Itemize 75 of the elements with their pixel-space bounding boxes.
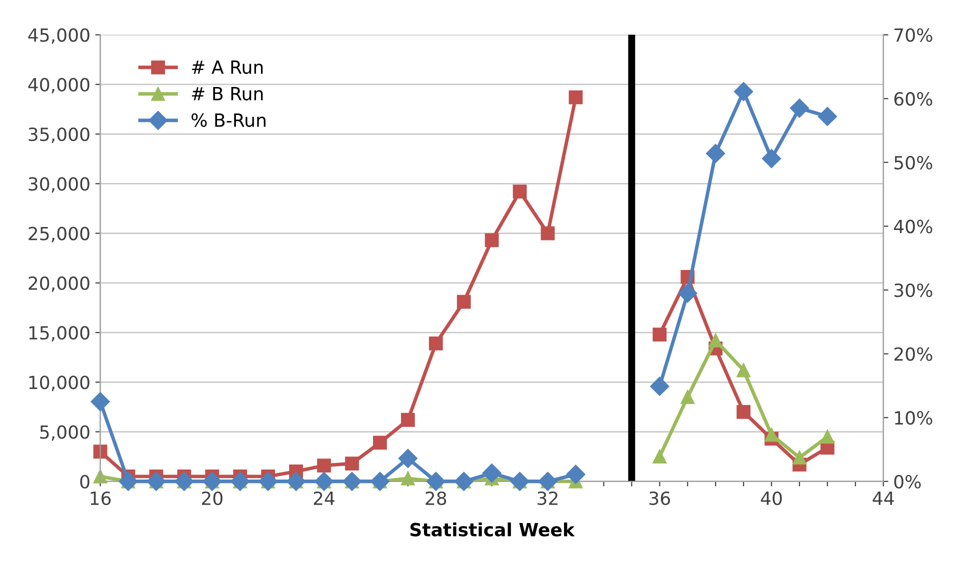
point — [230, 472, 250, 491]
point — [652, 450, 667, 464]
point — [174, 472, 194, 491]
y-tick-label: 25,000 — [28, 226, 90, 242]
point — [568, 90, 583, 104]
point — [792, 450, 806, 465]
point — [90, 392, 110, 412]
point — [400, 412, 415, 427]
point — [314, 472, 334, 491]
point — [454, 472, 474, 491]
point — [818, 106, 837, 126]
y2-tick-label: 60% — [894, 92, 932, 106]
point — [540, 226, 555, 240]
x-tick-label: 24 — [314, 491, 334, 505]
point — [650, 376, 670, 396]
point — [680, 390, 695, 404]
x-tick-label: 32 — [538, 491, 558, 506]
y-tick-label: 5,000 — [40, 425, 90, 441]
x-tick-label: 40 — [760, 491, 782, 506]
x-tick-label: 16 — [90, 491, 111, 506]
point — [398, 448, 418, 468]
point — [400, 471, 415, 486]
point — [736, 404, 750, 419]
point — [286, 472, 306, 491]
y2-tick-label: 50% — [894, 156, 932, 170]
y2-tick-label: 70% — [894, 28, 932, 42]
y-tick-label: 15,000 — [29, 326, 90, 342]
point — [706, 144, 726, 163]
point — [678, 284, 698, 303]
point — [202, 472, 222, 491]
y-tick-label: 45,000 — [28, 28, 90, 44]
y-tick-label: 0 — [80, 474, 90, 489]
x-tick-label: 20 — [202, 491, 222, 506]
x-tick-label: 44 — [872, 492, 894, 505]
y2-tick-label: 40% — [894, 220, 932, 234]
point — [736, 363, 750, 378]
y-tick-label: 40,000 — [28, 78, 90, 94]
legend-label: # A Run — [192, 60, 263, 74]
y-tick-label: 20,000 — [28, 276, 90, 292]
x-tick-label: 36 — [650, 491, 670, 506]
point — [456, 294, 471, 309]
point — [708, 334, 723, 348]
point — [342, 472, 362, 491]
y-tick-label: 30,000 — [28, 177, 90, 193]
point — [370, 472, 390, 491]
point — [428, 336, 443, 350]
x-tick-label: 28 — [426, 491, 446, 506]
point — [118, 472, 138, 491]
point — [820, 430, 834, 444]
point — [538, 472, 558, 491]
point — [790, 98, 810, 118]
point — [345, 456, 359, 470]
y-tick-label: 10,000 — [29, 376, 90, 392]
point — [146, 472, 166, 491]
point — [510, 472, 530, 491]
y2-tick-label: 20% — [894, 347, 932, 361]
legend-label: # B Run — [192, 87, 263, 100]
point — [482, 464, 502, 483]
point — [764, 428, 778, 442]
legend-label: % B-Run — [192, 113, 266, 127]
point — [426, 472, 446, 491]
y2-tick-label: 10% — [895, 411, 932, 425]
point — [373, 436, 387, 450]
y2-tick-label: 0% — [894, 474, 921, 489]
point — [734, 82, 754, 102]
point — [258, 472, 278, 491]
point — [566, 464, 586, 484]
point — [317, 458, 331, 472]
point — [762, 149, 782, 168]
y-tick-label: 35,000 — [28, 128, 90, 144]
x-axis-title: Statistical Week — [410, 522, 575, 536]
point — [484, 233, 499, 248]
point — [652, 328, 667, 342]
y2-tick-label: 30% — [894, 283, 932, 298]
point — [512, 184, 527, 199]
